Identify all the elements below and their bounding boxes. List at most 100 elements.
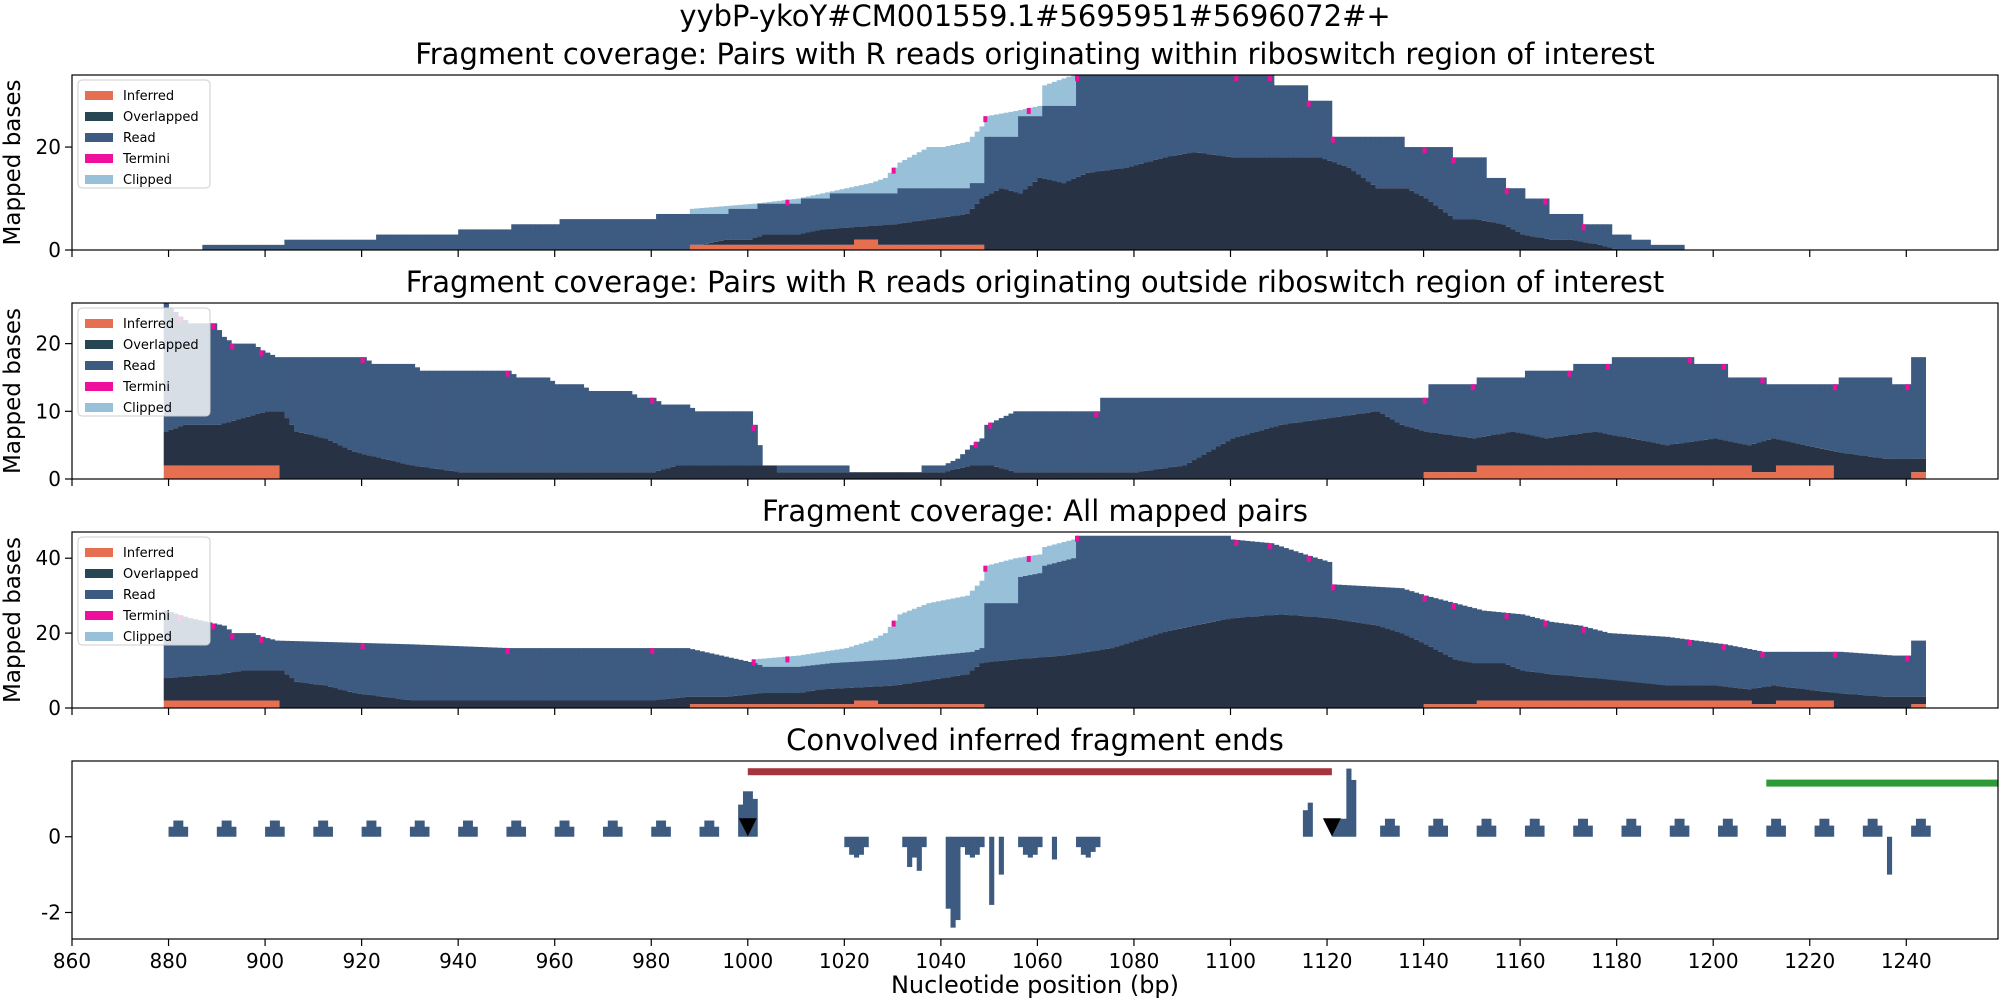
overlapped-bar xyxy=(1848,694,1854,708)
overlapped-bar xyxy=(1370,411,1376,479)
read-bar xyxy=(1510,377,1516,432)
signal-bar xyxy=(371,820,377,837)
overlapped-bar xyxy=(863,687,869,701)
clipped-bar xyxy=(815,652,821,665)
overlapped-bar xyxy=(1563,435,1569,466)
read-bar xyxy=(1553,370,1560,438)
read-bar xyxy=(1467,384,1473,438)
overlapped-bar xyxy=(1254,157,1260,250)
read-bar xyxy=(974,441,980,466)
clipped-bar xyxy=(1042,546,1048,566)
overlapped-bar xyxy=(1307,616,1313,708)
read-bar xyxy=(462,646,469,701)
read-bar xyxy=(1495,612,1502,664)
termini-mark xyxy=(1581,626,1586,633)
overlapped-bar xyxy=(993,190,1000,250)
read-bar xyxy=(1568,624,1574,676)
overlapped-bar xyxy=(858,226,865,240)
read-bar xyxy=(298,239,305,250)
read-bar xyxy=(728,411,734,466)
read-bar xyxy=(984,603,990,663)
overlapped-bar xyxy=(1602,246,1608,250)
read-bar xyxy=(395,643,401,699)
signal-bar xyxy=(998,836,1004,875)
overlapped-bar xyxy=(1095,650,1101,708)
read-bar xyxy=(1433,384,1439,433)
overlapped-bar xyxy=(1047,656,1053,708)
overlapped-bar xyxy=(1457,660,1463,705)
read-bar xyxy=(1370,136,1376,185)
overlapped-bar xyxy=(303,433,309,479)
overlapped-bar xyxy=(979,465,985,479)
read-bar xyxy=(323,357,329,439)
read-bar xyxy=(1679,357,1685,444)
signal-bar xyxy=(1022,836,1029,855)
termini-mark xyxy=(259,350,264,357)
y-tick-label: -2 xyxy=(41,900,61,924)
overlapped-bar xyxy=(1761,687,1767,705)
overlapped-bar xyxy=(1689,441,1695,466)
read-bar xyxy=(323,641,329,686)
overlapped-bar xyxy=(588,700,594,708)
read-bar xyxy=(1331,397,1338,418)
clipped-bar xyxy=(1008,559,1014,604)
read-bar xyxy=(742,208,749,240)
overlapped-bar xyxy=(873,472,879,479)
read-bar xyxy=(1322,100,1328,160)
overlapped-bar xyxy=(1727,441,1733,466)
inferred-bar xyxy=(1486,700,1492,708)
overlapped-bar xyxy=(747,465,754,479)
overlapped-bar xyxy=(511,472,517,479)
read-bar xyxy=(443,645,449,701)
read-bar xyxy=(443,234,449,250)
overlapped-bar xyxy=(1037,657,1043,708)
signal-bar xyxy=(1380,825,1386,837)
read-bar xyxy=(1544,370,1550,439)
read-bar xyxy=(1389,136,1396,189)
signal-bar xyxy=(1534,818,1540,837)
clipped-bar xyxy=(993,114,1000,137)
read-bar xyxy=(1597,363,1603,433)
read-bar xyxy=(260,636,266,671)
read-bar xyxy=(965,188,971,214)
read-bar xyxy=(969,651,976,671)
signal-bar xyxy=(1819,818,1825,837)
read-bar xyxy=(940,654,947,679)
inferred-bar xyxy=(1915,704,1922,708)
read-bar xyxy=(1042,105,1048,179)
read-bar xyxy=(612,391,618,473)
read-bar xyxy=(1592,629,1598,679)
overlapped-bar xyxy=(1109,648,1116,708)
read-bar xyxy=(1442,147,1449,213)
read-bar xyxy=(815,198,821,231)
overlapped-bar xyxy=(1148,161,1154,250)
inferred-bar xyxy=(1693,465,1700,479)
inferred-bar xyxy=(1428,472,1434,479)
read-bar xyxy=(1235,75,1241,158)
panel-title: Fragment coverage: All mapped pairs xyxy=(762,494,1308,528)
inferred-bar xyxy=(1616,465,1622,479)
read-bar xyxy=(255,244,261,250)
signal-bar xyxy=(265,826,271,837)
overlapped-bar xyxy=(1008,659,1014,708)
overlapped-bar xyxy=(1829,450,1835,466)
signal-bar xyxy=(916,836,922,871)
overlapped-bar xyxy=(1467,437,1473,473)
clipped-bar xyxy=(878,179,884,194)
overlapped-bar xyxy=(1491,435,1497,466)
inferred-bar xyxy=(1452,472,1458,479)
overlapped-bar xyxy=(448,700,454,708)
overlapped-bar xyxy=(525,472,531,479)
overlapped-bar xyxy=(1177,466,1183,479)
x-tick-label: 860 xyxy=(53,949,91,973)
read-bar xyxy=(1843,652,1849,694)
overlapped-bar xyxy=(1259,157,1265,250)
inferred-bar xyxy=(1660,465,1666,479)
overlapped-bar xyxy=(1867,456,1873,479)
read-bar xyxy=(516,377,522,473)
inferred-bar xyxy=(1790,700,1796,708)
overlapped-bar xyxy=(1153,469,1159,479)
read-bar xyxy=(289,640,295,679)
inferred-bar xyxy=(1573,700,1579,708)
overlapped-bar xyxy=(1322,159,1328,250)
